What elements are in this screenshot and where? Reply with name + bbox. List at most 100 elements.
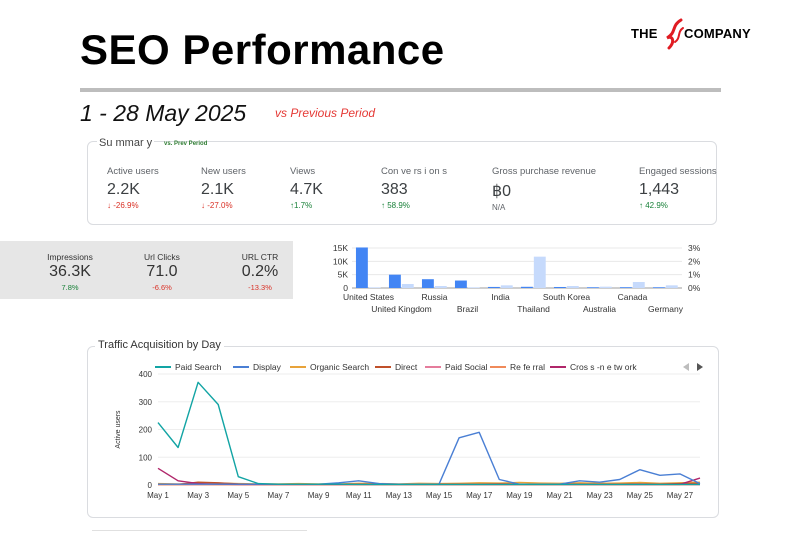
kpi-value: 383 [381, 181, 408, 198]
kpi-engaged-sessions[interactable]: Engaged sessions 1,443 ↑ 42.9% [639, 166, 717, 210]
x-tick-label: May 15 [426, 491, 453, 500]
bar-rate[interactable] [500, 285, 513, 288]
bar-users[interactable] [553, 286, 566, 288]
kpi-label: Url Clicks [144, 252, 180, 262]
kpi-change: ↑ 58.9% [381, 201, 410, 210]
kpi-label: Engaged sessions [639, 166, 717, 177]
kpi-change: 7.8% [61, 283, 79, 292]
legend-label[interactable]: Cros s -n e tw ork [570, 362, 637, 372]
x-tick-label: May 17 [466, 491, 493, 500]
x-tick-label: May 3 [187, 491, 209, 500]
logo-text-right: COMPANY [684, 26, 751, 41]
legend-next-icon[interactable] [697, 363, 703, 371]
y-left-tick-label: 15K [333, 243, 348, 253]
x-tick-label: South Korea [543, 292, 591, 302]
legend-label[interactable]: Display [253, 362, 282, 372]
y-left-tick-label: 0 [343, 283, 348, 293]
bar-users[interactable] [652, 287, 665, 288]
x-tick-label: May 13 [386, 491, 413, 500]
kpi-label: Views [290, 166, 316, 177]
title-divider [80, 88, 721, 92]
kpi-new-users[interactable]: New users 2.1K ↓ -27.0% [201, 166, 246, 210]
x-tick-label: United States [343, 292, 394, 302]
kpi-url-clicks[interactable]: Url Clicks 71.0 -6.6% [132, 252, 192, 292]
bar-users[interactable] [520, 286, 533, 288]
x-tick-label: Australia [583, 304, 616, 314]
kpi-change: -13.3% [248, 283, 272, 292]
y-right-tick-label: 2% [688, 256, 701, 266]
bar-users[interactable] [619, 287, 632, 288]
company-logo: THE COMPANY [631, 18, 763, 50]
kpi-value: 4.7K [290, 181, 323, 198]
x-tick-label: May 25 [627, 491, 654, 500]
kpi-value: ฿0 [492, 183, 512, 200]
kpi-label: Gross purchase revenue [492, 166, 597, 177]
x-tick-label: May 1 [147, 491, 169, 500]
x-tick-label: May 23 [587, 491, 614, 500]
kpi-value: 1,443 [639, 181, 680, 198]
bar-rate[interactable] [401, 284, 414, 288]
traffic-chart-title: Traffic Acquisition by Day [95, 339, 224, 351]
x-tick-label: May 11 [346, 491, 372, 500]
bar-rate[interactable] [434, 286, 447, 288]
bar-users[interactable] [355, 247, 368, 288]
kpi-url-ctr[interactable]: URL CTR 0.2% -13.3% [230, 252, 290, 292]
traffic-acquisition-card [87, 346, 719, 518]
bar-users[interactable] [586, 287, 599, 288]
page-title: SEO Performance [80, 26, 445, 73]
y-left-tick-label: 5K [338, 270, 349, 280]
bar-users[interactable] [454, 280, 467, 288]
summary-title: Su mmar y [97, 137, 155, 149]
bar-users[interactable] [487, 286, 500, 288]
y-tick-label: 300 [139, 398, 153, 407]
legend-label[interactable]: Paid Social [445, 362, 488, 372]
y-tick-label: 100 [139, 453, 153, 462]
x-tick-label: May 7 [268, 491, 290, 500]
kpi-value: 2.1K [201, 181, 234, 198]
x-tick-label: May 27 [667, 491, 694, 500]
kpi-change: -6.6% [152, 283, 172, 292]
kpi-active-users[interactable]: Active users 2.2K ↓ -26.9% [107, 166, 159, 210]
bar-rate[interactable] [368, 287, 381, 288]
bar-rate[interactable] [533, 256, 546, 288]
kpi-label: URL CTR [241, 252, 279, 262]
bar-rate[interactable] [566, 286, 579, 288]
kpi-label: Active users [107, 166, 159, 177]
x-tick-label: May 19 [506, 491, 533, 500]
kpi-value: 2.2K [107, 181, 140, 198]
bar-rate[interactable] [467, 287, 480, 288]
kpi-label: New users [201, 166, 246, 177]
summary-subtitle: vs. Prev Period [164, 141, 208, 147]
legend-label[interactable]: Re fe rral [510, 362, 545, 372]
kpi-impressions[interactable]: Impressions 36.3K 7.8% [40, 252, 100, 292]
bar-rate[interactable] [599, 286, 612, 288]
legend-prev-icon[interactable] [683, 363, 689, 371]
y-axis-label: Active users [115, 410, 122, 449]
kpi-views[interactable]: Views 4.7K ↑1.7% [290, 166, 323, 210]
x-tick-label: Canada [618, 292, 648, 302]
y-tick-label: 200 [139, 426, 153, 435]
x-tick-label: Brazil [457, 304, 478, 314]
kpi-change: ↓ -26.9% [107, 201, 139, 210]
bar-rate[interactable] [665, 285, 678, 288]
search-console-panel: Impressions 36.3K 7.8% Url Clicks 71.0 -… [0, 241, 293, 299]
x-tick-label: India [491, 292, 510, 302]
logo-text-left: THE [631, 26, 658, 41]
legend-label[interactable]: Organic Search [310, 362, 369, 372]
date-range[interactable]: 1 - 28 May 2025 [80, 100, 247, 126]
kpi-value: 0.2% [241, 263, 279, 280]
series-line[interactable] [157, 381, 700, 486]
traffic-line-chart: Paid Search Display Organic Search Direct Pa… [115, 362, 703, 500]
kpi-conversions[interactable]: Con ve rs i on s 383 ↑ 58.9% [381, 166, 447, 210]
legend-label[interactable]: Paid Search [175, 362, 222, 372]
kpi-value: 71.0 [146, 263, 178, 280]
country-bar-chart: 15K 10K 5K 0 3% 2% 1% 0% United States United Kin… [333, 243, 701, 314]
legend-label[interactable]: Direct [395, 362, 418, 372]
bar-rate[interactable] [632, 282, 645, 288]
bar-users[interactable] [388, 274, 401, 288]
bar-users[interactable] [421, 279, 434, 288]
x-tick-label: Thailand [517, 304, 550, 314]
x-tick-label: May 9 [308, 491, 330, 500]
kpi-gross-purchase-revenue[interactable]: Gross purchase revenue ฿0 N/A [492, 166, 596, 212]
y-tick-label: 400 [139, 370, 153, 379]
